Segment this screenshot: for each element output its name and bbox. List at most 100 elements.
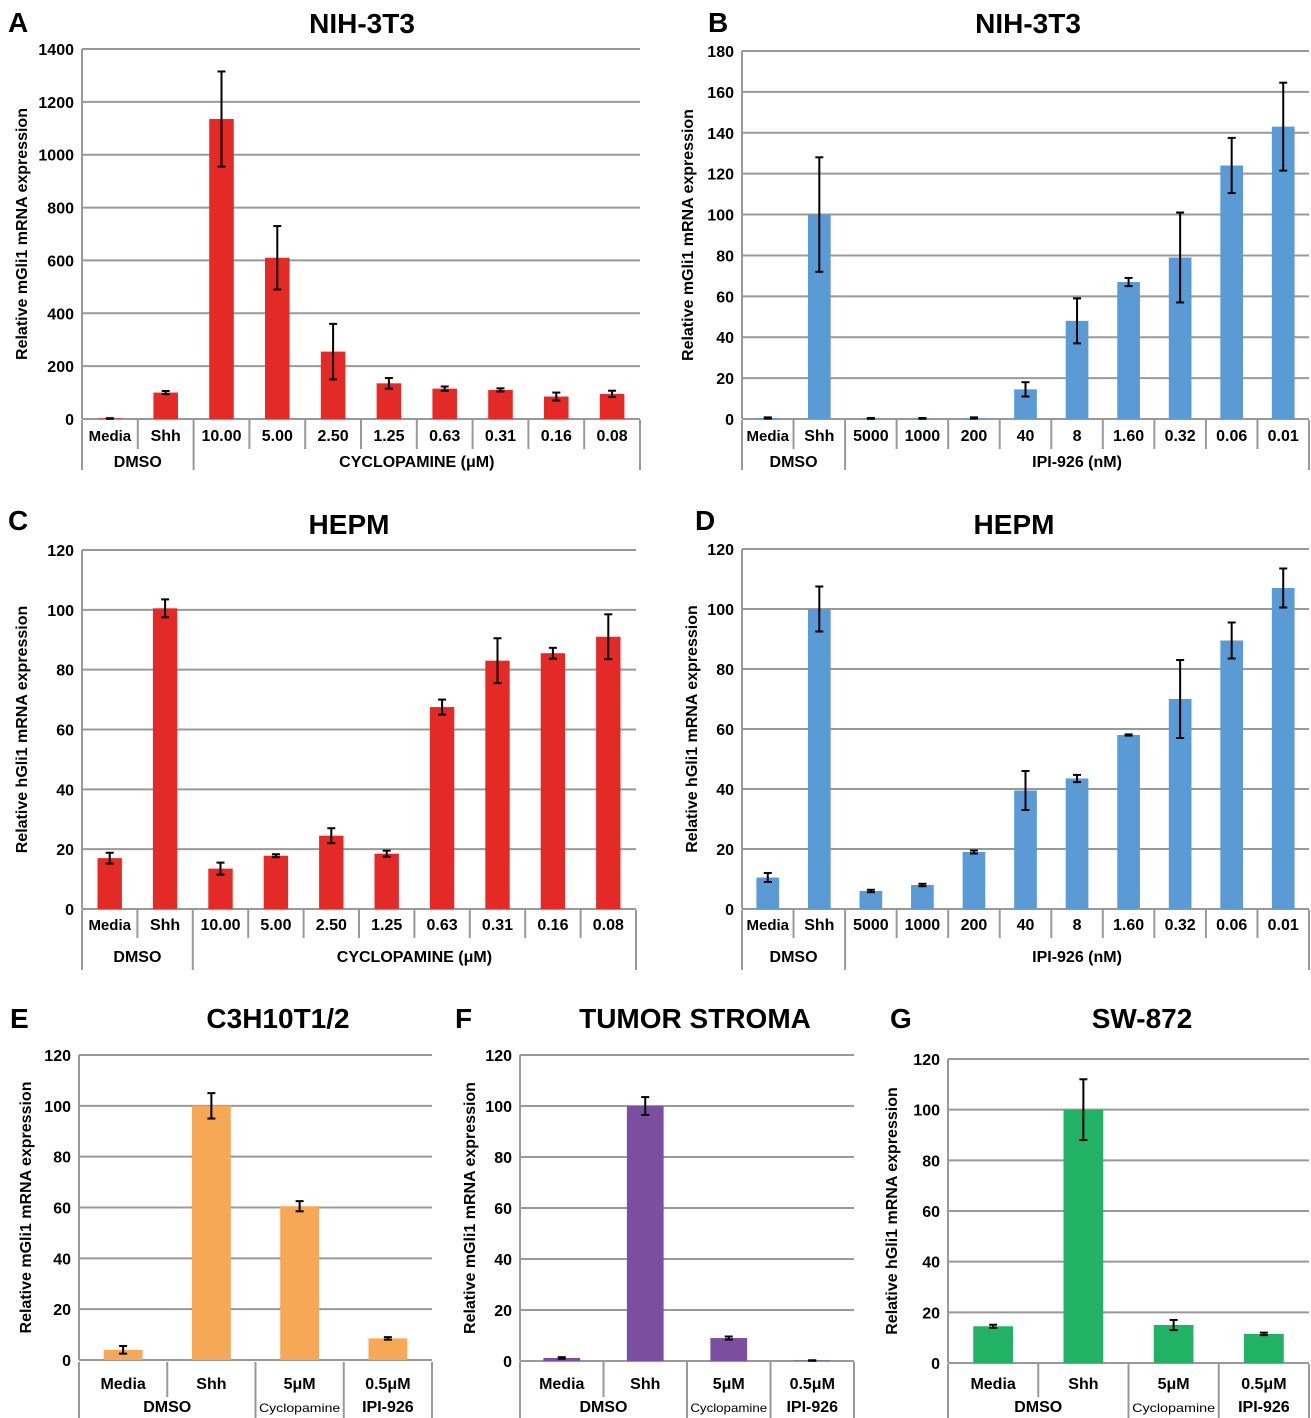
- group-label: DMSO: [580, 1399, 628, 1416]
- x-tick-label: 2.50: [316, 917, 347, 934]
- x-tick-label: Shh: [1068, 1376, 1098, 1393]
- x-tick-label: 40: [1017, 917, 1035, 934]
- y-tick-label: 20: [922, 1305, 940, 1322]
- y-tick-label: 0: [931, 1356, 940, 1373]
- y-tick-label: 120: [913, 1052, 940, 1069]
- x-tick-label: 0.08: [593, 917, 624, 934]
- x-tick-label: Shh: [804, 428, 834, 445]
- x-tick-label: Shh: [804, 917, 834, 934]
- x-tick-label: 5μM: [713, 1376, 745, 1393]
- x-tick-label: 5μM: [284, 1376, 316, 1393]
- x-tick-label: Media: [539, 1376, 584, 1393]
- y-tick-label: 40: [716, 330, 734, 347]
- x-tick-label: Media: [970, 1376, 1015, 1393]
- y-tick-label: 40: [56, 782, 74, 799]
- x-tick-label: 2.50: [318, 428, 349, 445]
- y-tick-label: 100: [913, 1103, 940, 1120]
- x-tick-label: 5.00: [262, 428, 293, 445]
- bar: [1014, 389, 1037, 419]
- x-tick-label: 10.00: [200, 917, 240, 934]
- y-tick-label: 100: [707, 602, 734, 619]
- group-label: DMSO: [143, 1399, 191, 1416]
- y-axis-label: Relative mGli1 mRNA expression: [462, 1082, 479, 1334]
- bar: [1117, 735, 1140, 909]
- x-tick-label: 10.00: [201, 428, 241, 445]
- y-tick-label: 0: [503, 1354, 512, 1371]
- y-tick-label: 180: [707, 44, 734, 61]
- y-tick-label: 60: [56, 723, 74, 740]
- y-tick-label: 80: [53, 1150, 71, 1167]
- x-tick-label: Media: [88, 917, 131, 934]
- bar: [153, 392, 178, 419]
- panel-letter: A: [8, 7, 28, 38]
- bar: [209, 119, 234, 420]
- x-tick-label: 8: [1073, 917, 1082, 934]
- group-label: DMSO: [770, 454, 818, 471]
- bar: [319, 835, 344, 909]
- x-tick-label: Shh: [196, 1376, 226, 1393]
- y-tick-label: 0: [725, 902, 734, 919]
- x-tick-label: 0.32: [1165, 917, 1196, 934]
- x-subcategory-label: IPI-926: [786, 1399, 838, 1416]
- bar: [544, 396, 569, 419]
- x-tick-label: 0.5μM: [790, 1376, 835, 1393]
- bar: [1117, 282, 1140, 419]
- x-tick-label: Shh: [151, 428, 181, 445]
- x-tick-label: 0.63: [427, 917, 458, 934]
- x-tick-label: 0.06: [1216, 428, 1247, 445]
- group-label: DMSO: [770, 949, 818, 966]
- x-tick-label: 1000: [905, 428, 941, 445]
- x-tick-label: 0.5μM: [365, 1376, 410, 1393]
- y-tick-label: 120: [485, 1048, 512, 1065]
- y-tick-label: 0: [725, 412, 734, 429]
- group-label: IPI-926 (nM): [1032, 949, 1122, 966]
- x-subcategory-label: Cyclopamine: [1132, 1401, 1215, 1415]
- bar: [596, 636, 621, 909]
- y-tick-label: 600: [47, 253, 74, 270]
- y-tick-label: 60: [494, 1201, 512, 1218]
- x-tick-label: 1.60: [1113, 428, 1144, 445]
- y-tick-label: 40: [716, 782, 734, 799]
- y-tick-label: 100: [44, 1099, 71, 1116]
- y-tick-label: 20: [494, 1303, 512, 1320]
- panel-letter: D: [695, 505, 715, 536]
- chart-panel-g: G SW-872 0 20 40 60 80 100 120 Relative hGli1 mRN…: [884, 1003, 1310, 1418]
- x-tick-label: 0.06: [1216, 917, 1247, 934]
- x-tick-label: 0.01: [1268, 917, 1299, 934]
- y-tick-label: 0: [65, 902, 74, 919]
- y-tick-label: 20: [716, 371, 734, 388]
- bar: [1271, 588, 1295, 909]
- chart-panel-f: F TUMOR STROMA 0 20 40 60 80 100 120 Relative mGl…: [455, 1003, 855, 1418]
- x-tick-label: 40: [1017, 428, 1035, 445]
- y-tick-label: 60: [716, 722, 734, 739]
- y-tick-label: 80: [716, 248, 734, 265]
- y-tick-label: 80: [716, 662, 734, 679]
- bar: [485, 660, 510, 909]
- x-tick-label: 0.01: [1268, 428, 1299, 445]
- x-tick-label: 0.08: [597, 428, 628, 445]
- group-label: CYCLOPAMINE (μM): [337, 949, 492, 966]
- y-axis-label: Relative hGli1 mRNA expression: [884, 1087, 901, 1335]
- x-subcategory-label: IPI-926: [1238, 1399, 1290, 1416]
- y-tick-label: 20: [53, 1302, 71, 1319]
- bar: [626, 1106, 664, 1361]
- y-axis-label: Relative mGli1 mRNA expression: [680, 109, 697, 361]
- bar: [1220, 165, 1244, 419]
- x-tick-label: Media: [100, 1376, 145, 1393]
- bar: [756, 877, 780, 909]
- x-tick-label: 1000: [905, 917, 941, 934]
- x-tick-label: 1.25: [373, 428, 404, 445]
- y-axis-label: Relative mGli1 mRNA expression: [14, 108, 31, 360]
- x-subcategory-label: IPI-926: [362, 1399, 414, 1416]
- chart-title: TUMOR STROMA: [579, 1003, 811, 1034]
- y-tick-label: 100: [707, 208, 734, 225]
- group-label: DMSO: [1014, 1399, 1062, 1416]
- y-tick-label: 0: [65, 412, 74, 429]
- bar: [263, 855, 289, 909]
- y-tick-label: 100: [485, 1099, 512, 1116]
- y-tick-label: 1400: [38, 42, 74, 59]
- chart-title: C3H10T1/2: [206, 1003, 349, 1034]
- x-tick-label: 0.16: [541, 428, 572, 445]
- y-tick-label: 20: [56, 842, 74, 859]
